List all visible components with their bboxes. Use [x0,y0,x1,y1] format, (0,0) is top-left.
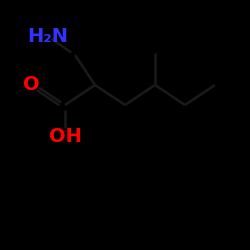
Text: H₂N: H₂N [27,27,68,46]
Text: OH: OH [48,127,82,146]
Text: O: O [23,76,40,94]
